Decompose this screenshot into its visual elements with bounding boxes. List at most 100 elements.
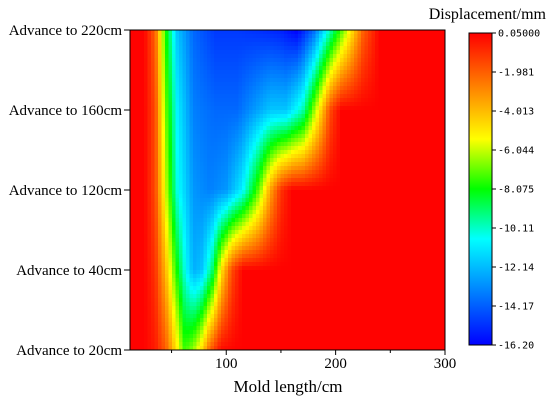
heatmap-cell — [179, 218, 184, 223]
heatmap-cell — [151, 186, 156, 191]
heatmap-cell — [354, 30, 359, 35]
heatmap-cell — [301, 66, 306, 71]
heatmap-cell — [140, 122, 145, 127]
heatmap-cell — [284, 202, 289, 207]
heatmap-cell — [315, 222, 320, 227]
heatmap-cell — [151, 30, 156, 35]
heatmap-cell — [273, 110, 278, 115]
heatmap-cell — [151, 138, 156, 143]
heatmap-cell — [189, 94, 194, 99]
heatmap-cell — [392, 122, 397, 127]
heatmap-cell — [179, 122, 184, 127]
heatmap-cell — [312, 198, 317, 203]
heatmap-cell — [336, 206, 341, 211]
heatmap-cell — [287, 130, 292, 135]
heatmap-cell — [322, 198, 327, 203]
heatmap-cell — [361, 182, 366, 187]
heatmap-cell — [322, 182, 327, 187]
heatmap-cell — [291, 246, 296, 251]
heatmap-cell — [378, 118, 383, 123]
heatmap-cell — [252, 94, 257, 99]
heatmap-cell — [228, 82, 233, 87]
heatmap-cell — [294, 102, 299, 107]
heatmap-cell — [144, 42, 149, 47]
heatmap-cell — [186, 198, 191, 203]
heatmap-cell — [200, 86, 205, 91]
heatmap-cell — [175, 158, 180, 163]
heatmap-cell — [179, 242, 184, 247]
heatmap-cell — [378, 202, 383, 207]
heatmap-cell — [186, 82, 191, 87]
heatmap-cell — [438, 134, 443, 139]
heatmap-cell — [287, 250, 292, 255]
heatmap-cell — [385, 114, 390, 119]
heatmap-cell — [371, 50, 376, 55]
heatmap-cell — [259, 214, 264, 219]
heatmap-cell — [172, 34, 177, 39]
heatmap-cell — [196, 66, 201, 71]
heatmap-cell — [270, 250, 275, 255]
heatmap-cell — [375, 46, 380, 51]
heatmap-cell — [273, 58, 278, 63]
heatmap-cell — [375, 198, 380, 203]
heatmap-cell — [298, 118, 303, 123]
heatmap-cell — [221, 226, 226, 231]
heatmap-cell — [291, 46, 296, 51]
heatmap-cell — [420, 194, 425, 199]
heatmap-cell — [189, 174, 194, 179]
heatmap-cell — [256, 66, 261, 71]
heatmap-cell — [207, 222, 212, 227]
heatmap-cell — [287, 74, 292, 79]
heatmap-cell — [179, 102, 184, 107]
heatmap-cell — [273, 90, 278, 95]
heatmap-cell — [203, 46, 208, 51]
heatmap-cell — [336, 94, 341, 99]
heatmap-cell — [224, 250, 229, 255]
heatmap-cell — [245, 98, 250, 103]
heatmap-cell — [354, 238, 359, 243]
heatmap-cell — [224, 54, 229, 59]
heatmap-cell — [151, 94, 156, 99]
heatmap-cell — [217, 170, 222, 175]
heatmap-cell — [203, 170, 208, 175]
heatmap-cell — [420, 94, 425, 99]
heatmap-cell — [305, 98, 310, 103]
heatmap-cell — [172, 210, 177, 215]
heatmap-cell — [389, 174, 394, 179]
heatmap-cell — [266, 50, 271, 55]
heatmap-cell — [182, 174, 187, 179]
heatmap-cell — [196, 102, 201, 107]
heatmap-cell — [172, 202, 177, 207]
heatmap-cell — [207, 174, 212, 179]
heatmap-cell — [294, 202, 299, 207]
heatmap-cell — [186, 242, 191, 247]
heatmap-cell — [137, 66, 142, 71]
heatmap-cell — [368, 74, 373, 79]
heatmap-cell — [333, 134, 338, 139]
heatmap-cell — [298, 130, 303, 135]
heatmap-cell — [140, 74, 145, 79]
heatmap-cell — [200, 94, 205, 99]
heatmap-cell — [431, 110, 436, 115]
heatmap-cell — [284, 130, 289, 135]
heatmap-cell — [284, 78, 289, 83]
heatmap-cell — [147, 82, 152, 87]
heatmap-cell — [392, 30, 397, 35]
heatmap-cell — [343, 182, 348, 187]
heatmap-cell — [357, 142, 362, 147]
heatmap-cell — [158, 234, 163, 239]
heatmap-cell — [424, 198, 429, 203]
heatmap-cell — [329, 62, 334, 67]
heatmap-cell — [280, 50, 285, 55]
heatmap-cell — [371, 186, 376, 191]
heatmap-cell — [175, 194, 180, 199]
heatmap-cell — [158, 166, 163, 171]
heatmap-cell — [228, 70, 233, 75]
heatmap-cell — [319, 162, 324, 167]
heatmap-cell — [154, 150, 159, 155]
heatmap-cell — [133, 146, 138, 151]
heatmap-cell — [326, 94, 331, 99]
heatmap-cell — [245, 154, 250, 159]
heatmap-cell — [221, 106, 226, 111]
heatmap-cell — [186, 246, 191, 251]
